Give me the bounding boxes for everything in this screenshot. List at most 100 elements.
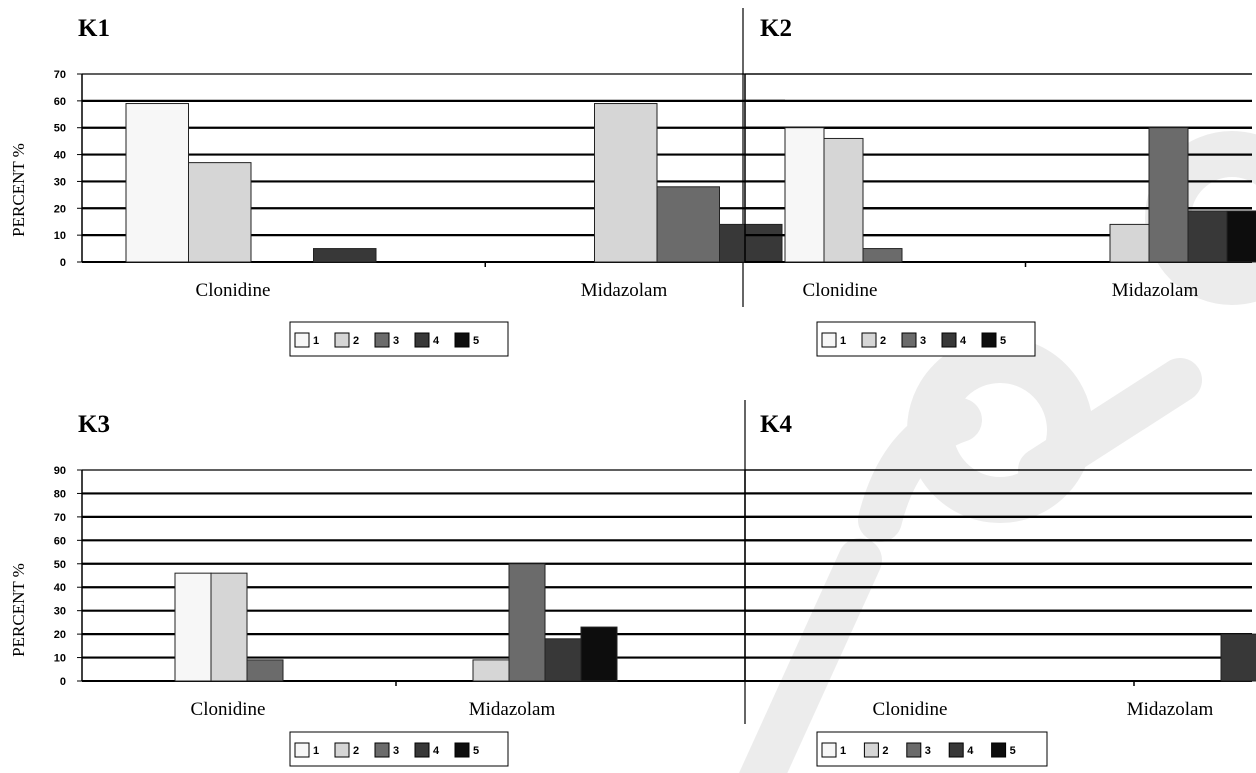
legend-box <box>816 731 1048 767</box>
y-tick-label: 30 <box>54 176 66 188</box>
legend-swatch-3 <box>374 742 390 758</box>
y-tick-label: 10 <box>54 230 66 242</box>
category-label: Clonidine <box>873 699 948 720</box>
legend-swatch-1 <box>294 742 310 758</box>
legend-label: 3 <box>393 745 399 757</box>
watermark-proof <box>739 131 1256 773</box>
bar-midazolam-series-5 <box>1226 210 1256 263</box>
legend-swatch-3 <box>906 742 922 758</box>
bar-midazolam-series-2 <box>594 103 658 263</box>
bar-midazolam-series-4 <box>544 638 582 682</box>
y-tick-label: 50 <box>54 559 66 571</box>
y-tick-label: 60 <box>54 96 66 108</box>
legend-label: 1 <box>313 745 319 757</box>
bar-clonidine-series-2 <box>210 572 248 682</box>
legend-box <box>289 731 509 767</box>
legend-swatch-5 <box>454 742 470 758</box>
legend: 1 2 3 4 5 <box>816 731 1048 767</box>
watermark-stroke <box>1018 358 1202 492</box>
chart-panel-k1: K1 0 10 20 30 40 50 60 70 PERCENT % Clonidine Midaz… <box>9 15 1252 357</box>
bar-midazolam-series-3 <box>656 186 720 263</box>
y-tick-label: 70 <box>54 69 66 81</box>
bar-clonidine-series-1 <box>784 127 825 263</box>
y-tick-label: 20 <box>54 203 66 215</box>
legend-box <box>816 321 1036 357</box>
legend-label: 1 <box>840 335 846 347</box>
y-tick-label: 80 <box>54 488 66 500</box>
legend-swatch-2 <box>334 332 350 348</box>
y-tick-label: 60 <box>54 535 66 547</box>
legend-label: 3 <box>920 335 926 347</box>
chart-panel-k2: K2 Clonidine Midazolam 1 2 3 4 5 <box>744 15 1256 357</box>
legend-swatch-2 <box>863 742 879 758</box>
legend-label: 5 <box>473 745 479 757</box>
y-tick-label: 20 <box>54 629 66 641</box>
panel-title: K2 <box>760 15 792 42</box>
bar-midazolam-series-3 <box>508 563 546 682</box>
y-tick-label: 70 <box>54 512 66 524</box>
category-label: Midazolam <box>581 280 668 301</box>
legend-swatch-4 <box>414 332 430 348</box>
legend-swatch-4 <box>948 742 964 758</box>
bar-midazolam-series-4 <box>1220 633 1256 682</box>
watermark-stroke <box>739 538 882 773</box>
bar-midazolam-series-4 <box>1187 210 1228 263</box>
category-label: Clonidine <box>803 280 878 301</box>
legend-swatch-4 <box>414 742 430 758</box>
y-tick-label: 40 <box>54 150 66 162</box>
bar-midazolam-series-3 <box>1148 127 1189 263</box>
category-label: Midazolam <box>1127 699 1214 720</box>
bar-clonidine-series-2 <box>823 137 864 263</box>
legend-label: 4 <box>967 745 974 757</box>
legend-swatch-5 <box>981 332 997 348</box>
legend-label: 2 <box>880 335 886 347</box>
panel-title: K3 <box>78 411 110 438</box>
legend-label: 2 <box>353 335 359 347</box>
bar-midazolam-series-2 <box>1109 223 1150 263</box>
category-label: Clonidine <box>196 280 271 301</box>
y-tick-label: 50 <box>54 123 66 135</box>
y-axis-label: PERCENT % <box>9 143 28 237</box>
y-tick-label: 90 <box>54 465 66 477</box>
legend-label: 2 <box>882 745 888 757</box>
legend-swatch-1 <box>821 742 837 758</box>
category-label: Clonidine <box>191 699 266 720</box>
bar-clonidine-series-3 <box>862 248 903 263</box>
legend-swatch-1 <box>821 332 837 348</box>
y-tick-label: 10 <box>54 653 66 665</box>
bar-midazolam-series-2 <box>472 659 510 682</box>
legend: 1 2 3 4 5 <box>289 731 509 767</box>
legend-label: 4 <box>433 745 440 757</box>
legend-label: 1 <box>840 745 846 757</box>
panel-title: K1 <box>78 15 110 42</box>
legend-label: 2 <box>353 745 359 757</box>
bar-clonidine-series-3 <box>246 659 284 682</box>
legend-label: 4 <box>433 335 440 347</box>
bar-clonidine-series-1 <box>174 572 212 682</box>
legend: 1 2 3 4 5 <box>816 321 1036 357</box>
y-axis-label: PERCENT % <box>9 563 28 657</box>
category-label: Midazolam <box>469 699 556 720</box>
legend-swatch-2 <box>861 332 877 348</box>
legend-label: 5 <box>1000 335 1006 347</box>
bar-midazolam-series-4 <box>719 223 783 263</box>
bar-clonidine-series-1 <box>125 103 189 263</box>
legend-swatch-5 <box>454 332 470 348</box>
legend-swatch-4 <box>941 332 957 348</box>
bar-midazolam-series-5 <box>580 626 618 682</box>
y-tick-label: 40 <box>54 582 66 594</box>
legend: 1 2 3 4 5 <box>289 321 509 357</box>
legend-label: 5 <box>1010 745 1016 757</box>
legend-swatch-2 <box>334 742 350 758</box>
legend-label: 4 <box>960 335 967 347</box>
y-tick-label: 0 <box>60 676 66 688</box>
legend-label: 3 <box>925 745 931 757</box>
bar-clonidine-series-4 <box>313 248 377 263</box>
bar-clonidine-series-2 <box>188 162 252 263</box>
chart-panel-k4: K4 Clonidine Midazolam 1 2 3 4 5 <box>744 411 1256 767</box>
y-tick-label: 30 <box>54 606 66 618</box>
panel-title: K4 <box>760 411 792 438</box>
legend-swatch-3 <box>901 332 917 348</box>
legend-label: 1 <box>313 335 319 347</box>
